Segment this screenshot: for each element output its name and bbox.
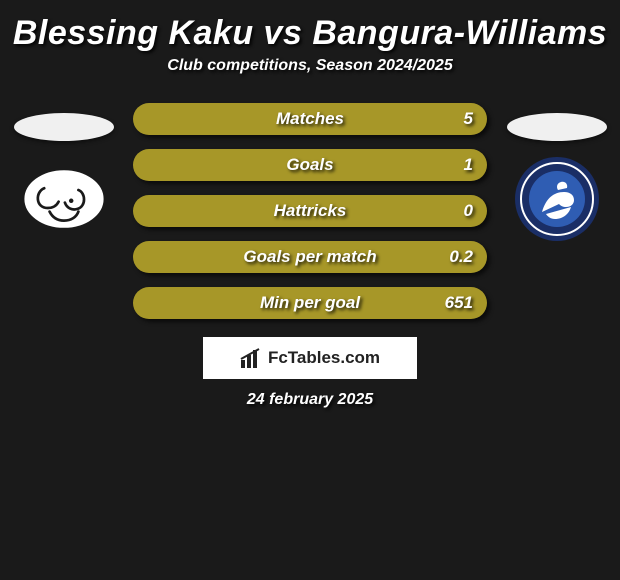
bar-value: 5 bbox=[464, 109, 473, 129]
bar-value: 0.2 bbox=[449, 247, 473, 267]
bar-matches: Matches 5 bbox=[133, 103, 487, 135]
fctables-badge: FcTables.com bbox=[203, 337, 417, 379]
infographic: Blessing Kaku vs Bangura-Williams Club c… bbox=[0, 0, 620, 417]
bar-value: 651 bbox=[445, 293, 473, 313]
bar-goals: Goals 1 bbox=[133, 149, 487, 181]
crest-right bbox=[512, 159, 602, 239]
bar-chart-icon bbox=[240, 348, 262, 368]
crest-left bbox=[19, 159, 109, 239]
fctables-label: FcTables.com bbox=[268, 348, 380, 368]
date: 24 february 2025 bbox=[0, 391, 620, 409]
bar-label: Goals bbox=[286, 155, 333, 175]
stat-bars: Matches 5 Goals 1 Hattricks 0 Goals per … bbox=[129, 103, 491, 319]
body-row: Matches 5 Goals 1 Hattricks 0 Goals per … bbox=[0, 113, 620, 319]
flag-left bbox=[14, 113, 114, 141]
bar-min-per-goal: Min per goal 651 bbox=[133, 287, 487, 319]
bar-label: Matches bbox=[276, 109, 344, 129]
flag-right bbox=[507, 113, 607, 141]
bar-hattricks: Hattricks 0 bbox=[133, 195, 487, 227]
bar-goals-per-match: Goals per match 0.2 bbox=[133, 241, 487, 273]
title: Blessing Kaku vs Bangura-Williams bbox=[0, 14, 620, 53]
right-player-column bbox=[499, 113, 614, 239]
bar-label: Goals per match bbox=[243, 247, 376, 267]
bar-value: 1 bbox=[464, 155, 473, 175]
bar-label: Min per goal bbox=[260, 293, 360, 313]
left-player-column bbox=[6, 113, 121, 239]
subtitle: Club competitions, Season 2024/2025 bbox=[0, 57, 620, 75]
bar-value: 0 bbox=[464, 201, 473, 221]
bar-label: Hattricks bbox=[274, 201, 347, 221]
